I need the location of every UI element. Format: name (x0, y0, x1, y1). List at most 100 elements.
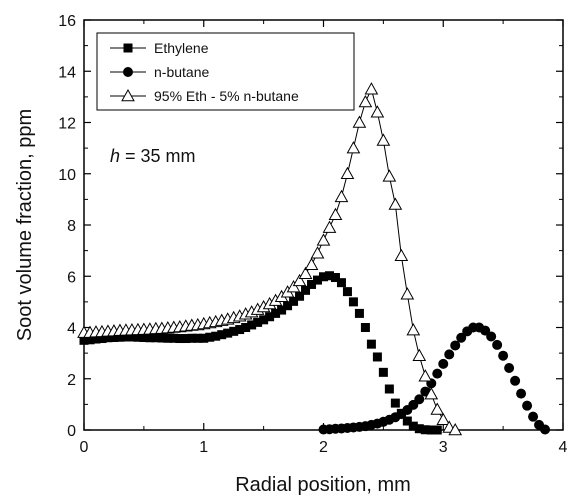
data-point (319, 272, 328, 282)
y-tick-label: 12 (58, 116, 76, 133)
data-point (424, 387, 439, 400)
series-1 (318, 322, 551, 435)
y-axis-title: Soot volume fraction, ppm (14, 109, 36, 341)
data-point (420, 425, 430, 435)
data-point (390, 398, 400, 408)
data-point (295, 291, 305, 301)
data-point (247, 320, 257, 330)
data-point (414, 424, 424, 434)
data-point (328, 207, 343, 221)
x-tick-label: 1 (199, 439, 208, 456)
data-point (432, 425, 442, 435)
data-point (241, 323, 251, 332)
y-tick-label: 4 (67, 321, 76, 338)
data-point (301, 285, 311, 295)
series-2 (77, 82, 463, 436)
legend-items (110, 43, 146, 102)
y-tick-label: 8 (67, 218, 76, 235)
data-point (492, 339, 503, 350)
data-point (376, 133, 391, 146)
x-tick-label: 4 (559, 439, 568, 456)
legend-label-blend: 95% Eth - 5% n-butane (154, 88, 299, 104)
data-point (181, 334, 191, 344)
data-point (79, 335, 89, 345)
data-point (412, 348, 427, 361)
data-point (133, 332, 143, 342)
data-point (456, 332, 467, 343)
data-point (486, 331, 497, 342)
data-point (426, 425, 436, 435)
data-point (307, 279, 317, 289)
data-point (516, 388, 527, 399)
data-point (378, 367, 388, 377)
series-layer (77, 82, 551, 436)
data-point (310, 246, 325, 259)
x-tick-label: 3 (439, 439, 448, 456)
data-point (289, 296, 299, 306)
data-point (205, 332, 215, 342)
data-point (510, 375, 521, 386)
data-point (408, 421, 418, 431)
y-tick-label: 6 (67, 269, 76, 286)
data-point (504, 362, 515, 373)
data-point (283, 301, 293, 311)
data-point (157, 333, 167, 343)
data-point (199, 333, 209, 343)
x-axis-title: Radial position, mm (235, 474, 411, 496)
data-point (253, 317, 263, 327)
data-point (498, 350, 509, 361)
y-tick-label: 14 (58, 64, 76, 81)
data-point (271, 308, 281, 318)
data-point (175, 334, 185, 344)
y-tick-label: 10 (58, 167, 76, 184)
data-point (322, 220, 337, 233)
legend-marker (123, 43, 133, 53)
data-point (151, 333, 161, 343)
x-tick-label: 0 (80, 439, 89, 456)
x-tick-label: 2 (319, 439, 328, 456)
data-point (406, 323, 421, 336)
data-point (187, 333, 197, 343)
legend: Ethylene n-butane 95% Eth - 5% n-butane (96, 32, 355, 111)
data-point (115, 332, 125, 342)
data-point (360, 323, 370, 332)
data-point (528, 411, 539, 422)
data-point (139, 332, 149, 342)
data-point (418, 369, 433, 382)
data-point (370, 105, 385, 118)
data-point (85, 335, 95, 345)
legend-label-n-butane: n-butane (154, 64, 209, 80)
data-point (298, 266, 313, 279)
data-point (358, 94, 373, 108)
legend-label-ethylene: Ethylene (154, 40, 209, 56)
y-tick-label: 0 (67, 423, 76, 440)
data-point (432, 368, 443, 379)
data-point (348, 297, 358, 307)
data-point (259, 315, 269, 325)
data-point (346, 141, 361, 154)
data-point (91, 334, 101, 344)
data-point (211, 331, 221, 341)
data-point (127, 332, 137, 342)
data-point (97, 334, 107, 344)
h-annotation-rest: = 35 mm (120, 146, 196, 166)
data-point (304, 257, 319, 271)
legend-marker (123, 67, 133, 77)
h-annotation: h = 35 mm (110, 146, 196, 166)
data-point (436, 412, 451, 426)
data-point (414, 394, 425, 405)
data-point (330, 273, 340, 283)
data-point (352, 115, 367, 128)
data-point (340, 166, 355, 180)
data-point (438, 358, 449, 369)
data-point (444, 349, 455, 360)
y-tick-label: 16 (58, 13, 76, 30)
data-point (402, 416, 412, 426)
data-point (342, 287, 352, 297)
data-point (316, 233, 331, 246)
data-point (388, 197, 403, 210)
y-tick-label: 2 (67, 372, 76, 389)
data-point (223, 328, 233, 338)
data-point (394, 248, 409, 262)
